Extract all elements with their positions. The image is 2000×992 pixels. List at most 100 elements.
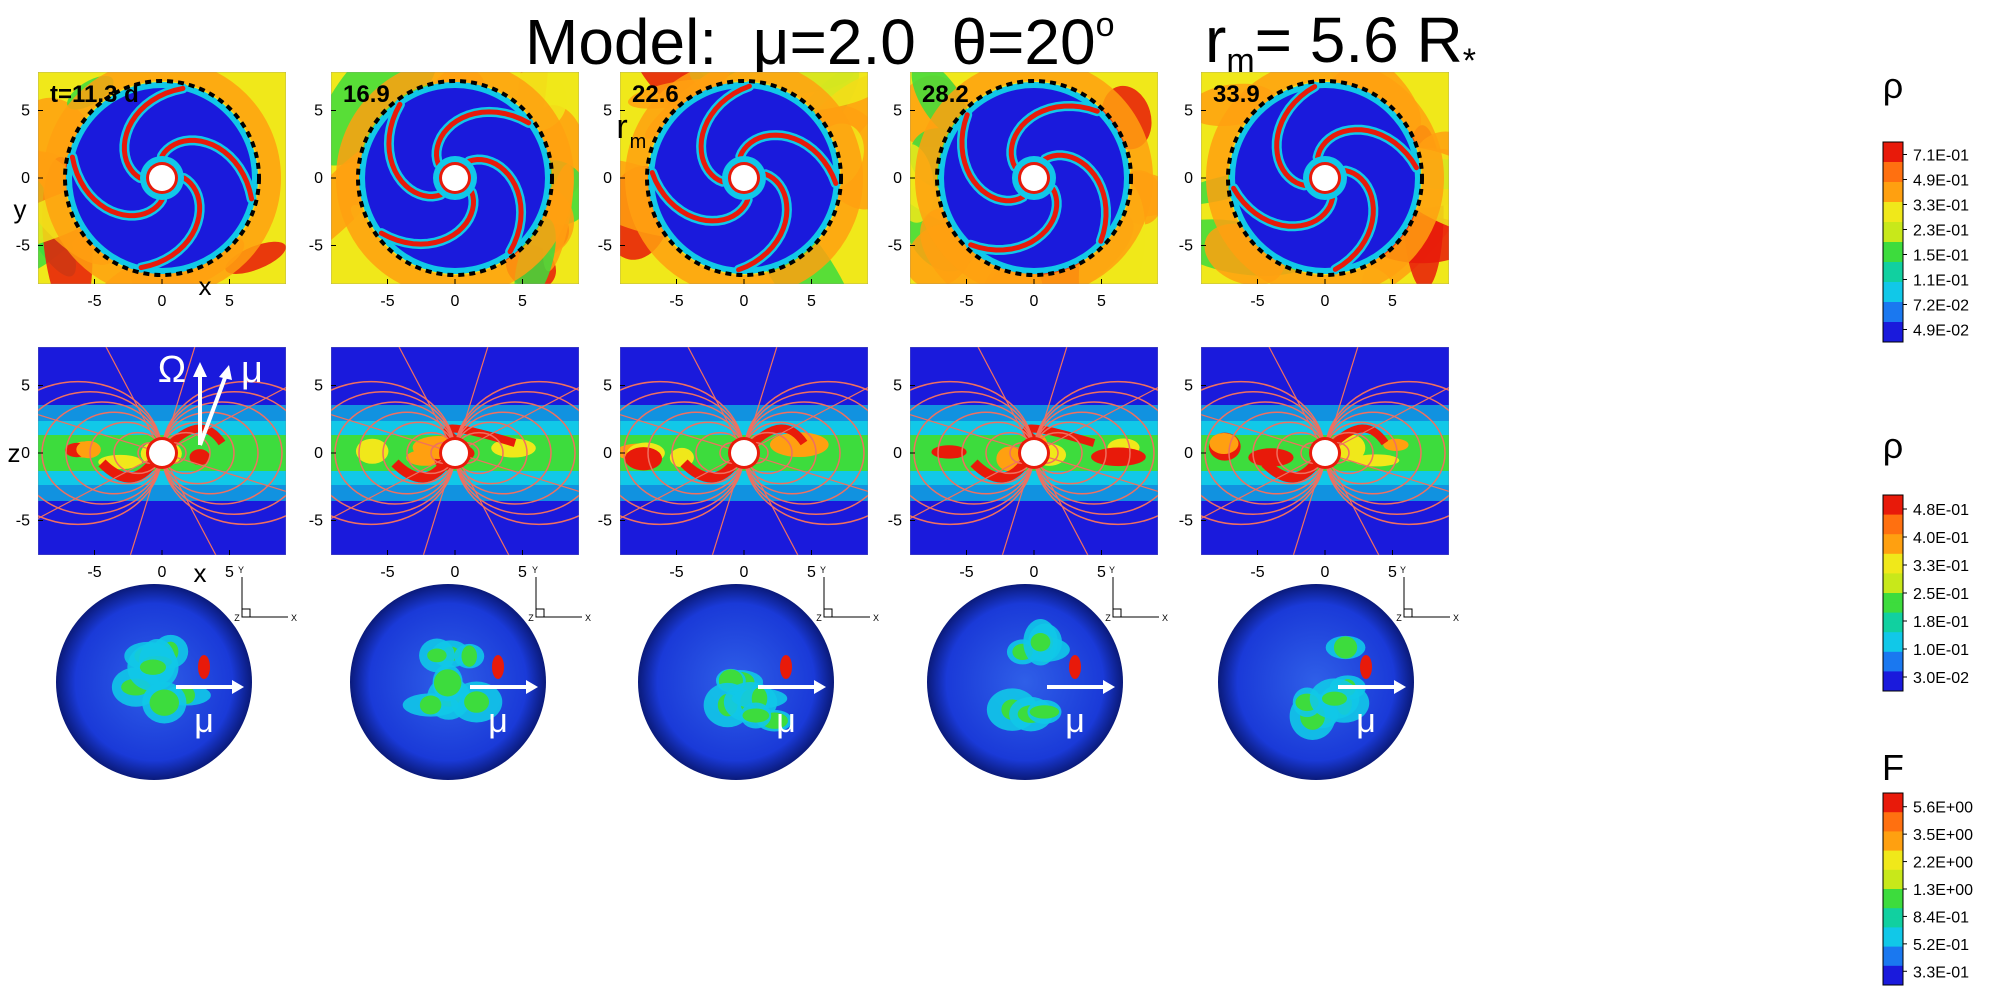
colorbar-row2-tick-label: 3.3E-01 bbox=[1913, 558, 1969, 575]
row1-star bbox=[442, 165, 468, 191]
row1-arm bbox=[466, 156, 524, 255]
colorbar-row3-tick-label: 8.4E-01 bbox=[1913, 909, 1969, 926]
colorbar-row2-swatch bbox=[1883, 563, 1903, 574]
row2-open-field-line bbox=[1324, 452, 1449, 492]
row2-open-field-line bbox=[1292, 452, 1326, 555]
row1-xtick-label: 5 bbox=[225, 293, 234, 310]
row2-open-field-line bbox=[743, 347, 778, 454]
title-rm-star: * bbox=[1462, 42, 1476, 80]
row3-mu-arrowhead bbox=[1394, 680, 1406, 694]
colorbar-row2-tick-label: 1.8E-01 bbox=[1913, 614, 1969, 631]
colorbar-row2-swatch bbox=[1883, 514, 1903, 525]
row2-open-field-line bbox=[105, 347, 163, 454]
colorbar-row3-swatch bbox=[1883, 946, 1903, 957]
row1-arm bbox=[1231, 185, 1335, 229]
row2-open-field-line bbox=[620, 452, 745, 520]
colorbar-row1-swatch bbox=[1883, 212, 1903, 223]
row1-ytick-label: -5 bbox=[888, 238, 902, 255]
row2-xtick-label: 0 bbox=[158, 564, 167, 581]
row1-time-label: 16.9 bbox=[343, 81, 390, 108]
row3-spot bbox=[149, 689, 180, 716]
row3-axis-y-label: Y bbox=[238, 565, 244, 575]
omega-arrowhead bbox=[193, 362, 207, 377]
row2-xtick-label: 0 bbox=[451, 564, 460, 581]
row1-ytick-label: 0 bbox=[314, 170, 323, 187]
row2-open-field-line bbox=[331, 452, 456, 520]
colorbar-row1-tick-label: 4.9E-01 bbox=[1913, 173, 1969, 190]
row1-arm bbox=[1274, 84, 1318, 188]
row1-ytick-label: 0 bbox=[1184, 170, 1193, 187]
colorbar-row3-swatch bbox=[1883, 917, 1903, 928]
row1-xlabel: x bbox=[199, 271, 212, 301]
row3-axis-y-label: Y bbox=[532, 565, 538, 575]
colorbar-row1-frame bbox=[1882, 141, 1904, 343]
row2-open-field-line bbox=[910, 452, 1035, 520]
row3-axis-x-label: X bbox=[873, 613, 879, 623]
row2-xtick-label: 0 bbox=[1321, 564, 1330, 581]
row1-star bbox=[1312, 165, 1338, 191]
row1-rm-circle bbox=[63, 79, 261, 277]
row3-sphere-4: μ Y Z X bbox=[927, 565, 1168, 780]
row3-axis-y-label: Y bbox=[1400, 565, 1406, 575]
row2-funnel bbox=[680, 457, 741, 483]
row1-rm-circle bbox=[1226, 79, 1424, 277]
row2-open-field-line bbox=[743, 386, 868, 454]
colorbar-row2-swatch bbox=[1883, 593, 1903, 604]
colorbar-row2-swatch bbox=[1883, 504, 1903, 516]
row2-funnel bbox=[970, 457, 1031, 483]
row2-funnel bbox=[391, 457, 452, 483]
row1-ytick-label: -5 bbox=[309, 238, 323, 255]
row1-ylabel: y bbox=[14, 194, 27, 224]
row1-xtick-label: 0 bbox=[1321, 293, 1330, 310]
row1-ytick-label: 5 bbox=[314, 103, 323, 120]
row2-star bbox=[1312, 440, 1338, 466]
colorbar-row3-swatch bbox=[1883, 965, 1903, 976]
row3-axis-x-label: X bbox=[1453, 613, 1459, 623]
colorbar-row3-swatch bbox=[1883, 850, 1903, 861]
colorbar-row1-swatch bbox=[1883, 302, 1903, 313]
row3-mu-arrowhead bbox=[1103, 680, 1115, 694]
row2-open-field-line bbox=[454, 452, 510, 555]
row2-xtick-label: 5 bbox=[1097, 564, 1106, 581]
row2-xtick-label: -5 bbox=[959, 564, 973, 581]
row2-ytick-label: 5 bbox=[1184, 378, 1193, 395]
row2-funnel bbox=[1261, 457, 1322, 483]
row1-xtick-label: 5 bbox=[1388, 293, 1397, 310]
colorbar-row3-swatch bbox=[1883, 821, 1903, 832]
row1-ytick-label: -5 bbox=[1179, 238, 1193, 255]
row2-open-field-line bbox=[331, 414, 456, 454]
row2-open-field-line bbox=[687, 347, 745, 454]
colorbar-row2-swatch bbox=[1883, 612, 1903, 623]
row2-ytick-label: 5 bbox=[893, 378, 902, 395]
colorbar-row1-swatch bbox=[1883, 162, 1903, 173]
row2-ytick-label: -5 bbox=[598, 513, 612, 530]
row2-star bbox=[442, 440, 468, 466]
colorbar-row2-tick-label: 3.0E-02 bbox=[1913, 670, 1969, 687]
row2-ytick-label: -5 bbox=[1179, 513, 1193, 530]
row1-arm bbox=[433, 109, 532, 167]
row1-arm bbox=[1008, 103, 1100, 170]
colorbar-row1-swatch bbox=[1883, 292, 1903, 303]
colorbar-row3-tick-label: 3.3E-01 bbox=[1913, 964, 1969, 981]
row1-rm-label-sub: m bbox=[630, 131, 647, 153]
row3-axis-y-label: Y bbox=[820, 565, 826, 575]
row1-xtick-label: 5 bbox=[518, 293, 527, 310]
colorbar-row2-tick-label: 1.0E-01 bbox=[1913, 642, 1969, 659]
colorbar-row3-swatch bbox=[1883, 898, 1903, 909]
row3-spot bbox=[1333, 636, 1358, 659]
row2-open-field-line bbox=[1324, 347, 1359, 454]
colorbar-row1-tick-label: 4.9E-02 bbox=[1913, 323, 1969, 340]
row1-xtick-label: -5 bbox=[669, 293, 683, 310]
row1-star bbox=[1021, 165, 1047, 191]
colorbar-row2-swatch bbox=[1883, 544, 1903, 555]
row2-xlabel: x bbox=[194, 558, 207, 588]
colorbar-row2-tick-label: 4.0E-01 bbox=[1913, 530, 1969, 547]
row3-axis-z-label: Z bbox=[528, 613, 534, 623]
row2-open-field-line bbox=[711, 452, 745, 555]
colorbar-row2-swatch bbox=[1883, 642, 1903, 653]
row2-blob bbox=[931, 445, 967, 459]
row1-xtick-label: 5 bbox=[807, 293, 816, 310]
row2-ytick-label: -5 bbox=[888, 513, 902, 530]
row3-axis-z-label: Z bbox=[816, 613, 822, 623]
colorbar-row1-swatch bbox=[1883, 222, 1903, 233]
